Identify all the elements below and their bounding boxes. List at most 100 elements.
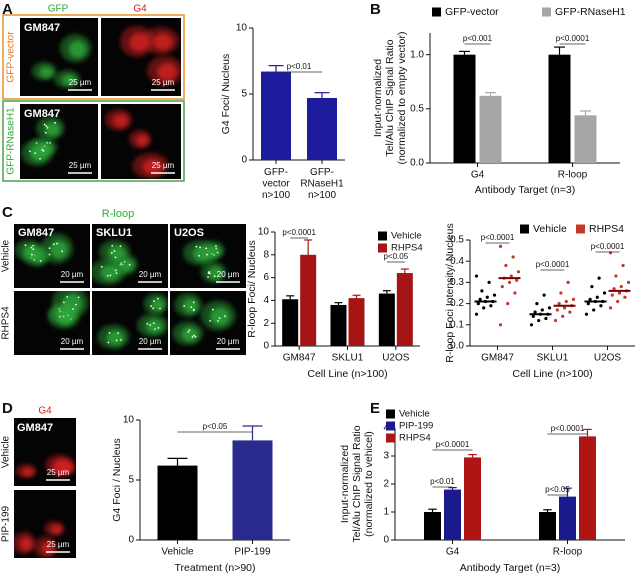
focus bbox=[215, 245, 217, 247]
significance-label: p<0.0001 bbox=[551, 424, 585, 433]
row-label: PIP-199 bbox=[1, 505, 12, 542]
cells bbox=[20, 115, 65, 167]
data-point bbox=[559, 291, 563, 295]
legend-swatch bbox=[386, 421, 395, 431]
cells bbox=[97, 292, 168, 350]
focus bbox=[150, 305, 153, 308]
focus bbox=[29, 150, 31, 153]
focus bbox=[193, 334, 195, 337]
legend-label: RHPS4 bbox=[391, 243, 423, 254]
y-tick-label: 10 bbox=[123, 415, 135, 426]
focus bbox=[205, 247, 208, 250]
legend-swatch bbox=[386, 433, 395, 443]
y-tick-label: 0.0 bbox=[450, 341, 464, 352]
scale-label: 25 µm bbox=[47, 540, 70, 549]
data-point bbox=[602, 291, 607, 295]
y-axis-label: Input-normalized bbox=[339, 445, 351, 523]
panel-letter: D bbox=[2, 400, 13, 417]
data-point bbox=[533, 310, 537, 314]
cells bbox=[92, 239, 138, 285]
data-point bbox=[586, 302, 590, 306]
y-axis-label: G4 Foci/ Nucleus bbox=[220, 54, 232, 135]
scale-label: 20 µm bbox=[139, 337, 162, 346]
x-tick-label: GM847 bbox=[283, 353, 316, 364]
data-point bbox=[516, 270, 521, 274]
channel-label: GFP bbox=[48, 4, 69, 15]
focus bbox=[199, 246, 201, 249]
data-point bbox=[531, 314, 535, 318]
data-point bbox=[540, 308, 544, 312]
cell-label: GM847 bbox=[24, 22, 60, 34]
bar bbox=[559, 496, 576, 540]
x-tick-label: GFP-RNaseH1 n>100 bbox=[300, 167, 344, 201]
data-point bbox=[507, 280, 512, 284]
significance-label: p<0.001 bbox=[463, 34, 493, 43]
legend-label: Vehicle bbox=[399, 409, 430, 420]
significance-label: p<0.05 bbox=[545, 485, 570, 494]
bar bbox=[444, 489, 461, 540]
x-tick-label: PIP-199 bbox=[234, 547, 271, 558]
legend-swatch bbox=[432, 7, 441, 17]
data-point bbox=[617, 291, 622, 295]
row-label: GFP-RNaseH1 bbox=[6, 107, 17, 175]
data-point bbox=[547, 306, 552, 310]
nucleus bbox=[107, 245, 126, 260]
focus bbox=[157, 297, 159, 300]
data-point bbox=[489, 304, 493, 308]
text-line: n>100 bbox=[308, 190, 337, 201]
data-point bbox=[588, 297, 592, 301]
y-tick-label: 1.0 bbox=[410, 49, 424, 60]
data-point bbox=[492, 293, 497, 297]
cells bbox=[119, 25, 181, 87]
focus bbox=[117, 332, 119, 335]
data-point bbox=[515, 278, 519, 282]
data-point bbox=[623, 295, 627, 299]
focus bbox=[32, 244, 35, 247]
focus bbox=[206, 253, 208, 256]
text-line: RNaseH1 bbox=[300, 178, 344, 189]
data-point bbox=[590, 285, 594, 289]
y-tick-label: 0.5 bbox=[410, 103, 424, 114]
cells bbox=[15, 454, 76, 479]
focus bbox=[208, 272, 211, 275]
focus bbox=[114, 256, 117, 259]
bar bbox=[574, 115, 597, 163]
x-axis-label: Antibody Target (n=3) bbox=[475, 184, 576, 196]
nucleus bbox=[39, 66, 54, 78]
data-point bbox=[619, 285, 623, 289]
panel-title: R-loop bbox=[102, 208, 134, 220]
y-tick-label: 2 bbox=[263, 318, 269, 329]
x-tick-label: U2OS bbox=[382, 353, 410, 364]
y-tick-label: 3 bbox=[383, 451, 389, 462]
focus bbox=[119, 339, 122, 341]
nucleus bbox=[113, 114, 129, 128]
scale-label: 20 µm bbox=[61, 337, 84, 346]
data-point bbox=[616, 299, 620, 304]
focus bbox=[44, 131, 47, 134]
y-axis-label: Tel/Alu ChIP Signal Ratio bbox=[351, 425, 363, 542]
y-axis-label: R-loop Foci/ Nucleus bbox=[246, 240, 258, 337]
focus bbox=[149, 324, 152, 326]
focus bbox=[30, 246, 33, 249]
cells bbox=[172, 292, 236, 346]
data-point bbox=[599, 304, 603, 308]
focus bbox=[188, 329, 191, 331]
panel-title: G4 bbox=[38, 406, 52, 417]
focus bbox=[54, 121, 57, 124]
y-axis-label: Tel/Alu ChIP Signal Ratio bbox=[384, 39, 396, 156]
legend-label: Vehicle bbox=[533, 223, 567, 235]
x-tick-label: G4 bbox=[446, 547, 460, 558]
data-point bbox=[568, 310, 572, 314]
data-point bbox=[513, 291, 517, 295]
focus bbox=[198, 254, 201, 257]
x-tick-label: R-loop bbox=[558, 170, 588, 181]
focus bbox=[39, 260, 42, 262]
legend-swatch bbox=[378, 243, 387, 253]
cell-label: GM847 bbox=[24, 108, 60, 120]
significance-label: p<0.05 bbox=[383, 252, 408, 261]
x-tick-label: SKLU1 bbox=[332, 353, 364, 364]
data-point bbox=[566, 280, 570, 284]
focus bbox=[24, 244, 27, 247]
legend-swatch bbox=[576, 224, 585, 234]
focus bbox=[39, 157, 41, 160]
